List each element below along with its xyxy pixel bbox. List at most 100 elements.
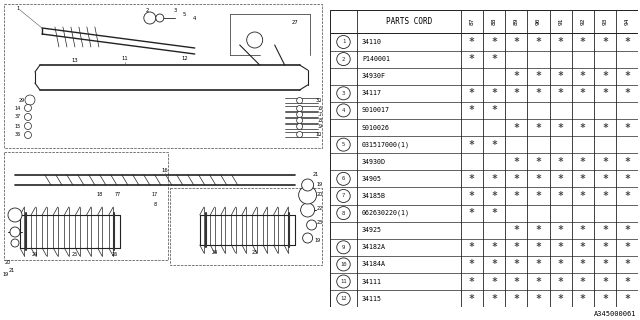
Circle shape	[10, 227, 20, 237]
Circle shape	[337, 172, 350, 185]
Text: *: *	[491, 37, 497, 47]
Text: 4: 4	[342, 108, 345, 113]
Text: *: *	[491, 276, 497, 286]
Text: PARTS CORD: PARTS CORD	[386, 17, 432, 26]
Circle shape	[297, 106, 303, 111]
Text: *: *	[625, 276, 630, 286]
Text: *: *	[536, 294, 541, 304]
Text: 26: 26	[112, 252, 118, 258]
Text: 8: 8	[319, 118, 322, 123]
Text: 062630220(1): 062630220(1)	[362, 210, 410, 216]
Text: *: *	[536, 260, 541, 269]
Text: *: *	[625, 174, 630, 184]
Text: *: *	[513, 88, 519, 98]
Text: *: *	[491, 140, 497, 150]
Text: *: *	[602, 225, 608, 235]
Text: 17: 17	[152, 191, 158, 196]
Text: *: *	[602, 88, 608, 98]
Text: *: *	[602, 174, 608, 184]
Text: S010017: S010017	[362, 108, 390, 113]
Text: *: *	[536, 71, 541, 81]
Text: 16: 16	[161, 167, 168, 172]
Circle shape	[8, 208, 22, 222]
Text: *: *	[580, 242, 586, 252]
Text: S010026: S010026	[362, 124, 390, 131]
Text: 5: 5	[183, 12, 186, 17]
Text: *: *	[557, 242, 564, 252]
Text: 10: 10	[340, 262, 347, 267]
Text: *: *	[513, 37, 519, 47]
Text: *: *	[602, 191, 608, 201]
Circle shape	[246, 32, 262, 48]
Text: *: *	[580, 260, 586, 269]
Text: 34111: 34111	[362, 278, 382, 284]
Circle shape	[337, 104, 350, 117]
Text: *: *	[602, 157, 608, 167]
Text: 9: 9	[319, 124, 322, 129]
Text: *: *	[536, 88, 541, 98]
Text: *: *	[557, 191, 564, 201]
Text: *: *	[625, 294, 630, 304]
Circle shape	[144, 12, 156, 24]
Text: *: *	[557, 157, 564, 167]
Circle shape	[307, 220, 317, 230]
Text: *: *	[580, 191, 586, 201]
Text: *: *	[536, 225, 541, 235]
Text: *: *	[513, 294, 519, 304]
Text: *: *	[513, 174, 519, 184]
Text: 19: 19	[317, 182, 323, 188]
Circle shape	[337, 189, 350, 203]
Text: *: *	[513, 157, 519, 167]
Text: *: *	[513, 71, 519, 81]
Text: 5: 5	[342, 142, 345, 147]
Text: 24: 24	[32, 252, 38, 258]
Text: 34905: 34905	[362, 176, 382, 182]
Text: *: *	[513, 225, 519, 235]
Text: 25: 25	[252, 250, 258, 254]
Circle shape	[337, 87, 350, 100]
Text: 10: 10	[316, 132, 322, 137]
Text: *: *	[602, 37, 608, 47]
Text: *: *	[557, 123, 564, 132]
Circle shape	[301, 203, 315, 217]
Text: *: *	[469, 242, 475, 252]
Text: *: *	[513, 276, 519, 286]
Text: 22: 22	[317, 205, 323, 211]
Text: 27: 27	[291, 20, 298, 25]
Text: *: *	[513, 191, 519, 201]
Circle shape	[297, 117, 303, 124]
Text: *: *	[491, 260, 497, 269]
Text: *: *	[513, 260, 519, 269]
Text: 7: 7	[342, 194, 345, 198]
Text: 21: 21	[9, 268, 15, 273]
Text: 77: 77	[115, 193, 121, 197]
Text: *: *	[602, 260, 608, 269]
Text: 7: 7	[319, 112, 322, 117]
Text: 34930D: 34930D	[362, 159, 386, 165]
Text: *: *	[469, 105, 475, 116]
Text: 4: 4	[193, 15, 196, 20]
Text: *: *	[580, 123, 586, 132]
Text: 14: 14	[15, 106, 21, 110]
Text: *: *	[469, 276, 475, 286]
Text: 34925: 34925	[362, 227, 382, 233]
Text: 91: 91	[558, 18, 563, 25]
Text: *: *	[513, 242, 519, 252]
Text: 34185B: 34185B	[362, 193, 386, 199]
Text: 20: 20	[5, 260, 11, 265]
Text: *: *	[536, 37, 541, 47]
Text: 031517000(1): 031517000(1)	[362, 141, 410, 148]
Circle shape	[297, 98, 303, 103]
Text: 12: 12	[181, 55, 188, 60]
Text: *: *	[557, 37, 564, 47]
Text: *: *	[625, 71, 630, 81]
Text: 2: 2	[146, 7, 150, 12]
Text: 8: 8	[153, 203, 156, 207]
Text: *: *	[625, 260, 630, 269]
Text: 8: 8	[342, 211, 345, 216]
Text: *: *	[625, 37, 630, 47]
Text: *: *	[580, 225, 586, 235]
Text: 87: 87	[469, 18, 474, 25]
Text: 93: 93	[603, 18, 607, 25]
Circle shape	[337, 258, 350, 271]
